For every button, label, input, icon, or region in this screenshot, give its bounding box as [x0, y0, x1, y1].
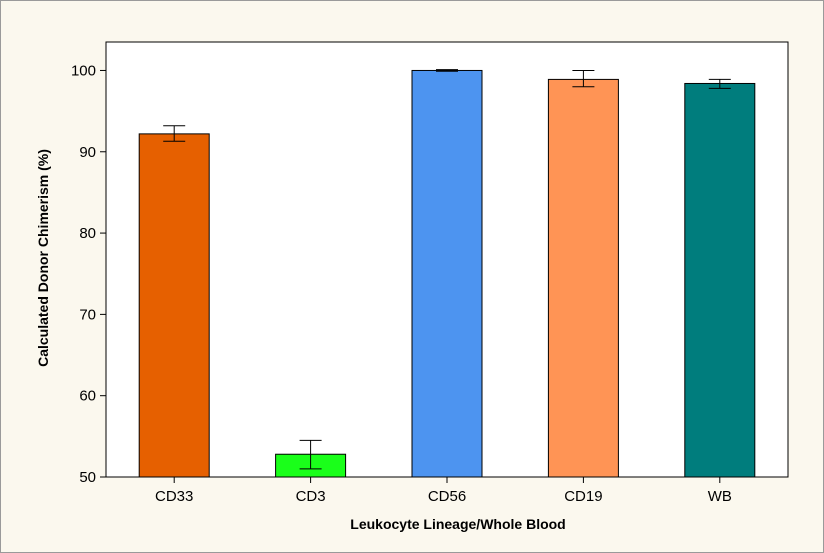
x-tick-label: CD33	[155, 488, 193, 505]
bar-cd56	[411, 69, 483, 478]
y-tick-label: 70	[79, 306, 96, 323]
bar-cd33	[138, 133, 210, 478]
bar-cd19	[547, 78, 619, 478]
x-tick-label: CD56	[428, 488, 466, 505]
y-tick-label: 60	[79, 388, 96, 405]
y-tick-label: 100	[71, 62, 96, 79]
error-bars	[163, 69, 731, 470]
y-axis-title: Calculated Donor Chimerism (%)	[35, 149, 51, 367]
x-axis: CD33 CD3 CD56 CD19 WB	[155, 477, 732, 505]
x-axis-title: Leukocyte Lineage/Whole Blood	[350, 516, 565, 532]
y-tick-label: 80	[79, 225, 96, 242]
x-tick-label: WB	[708, 488, 732, 505]
y-tick-label: 90	[79, 144, 96, 161]
bar-wb	[684, 82, 756, 478]
y-axis: 50 60 70 80 90 100	[71, 62, 106, 486]
y-tick-label: 50	[79, 469, 96, 486]
x-tick-label: CD3	[296, 488, 326, 505]
bars	[138, 69, 756, 478]
x-tick-label: CD19	[564, 488, 602, 505]
